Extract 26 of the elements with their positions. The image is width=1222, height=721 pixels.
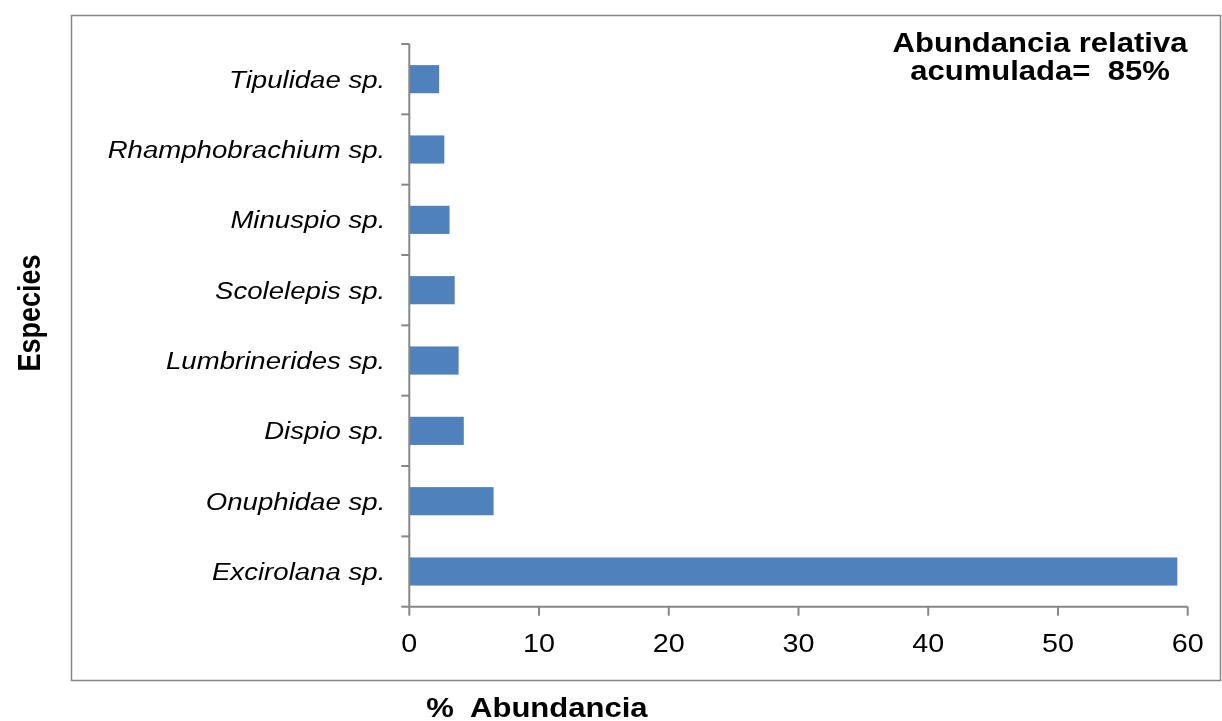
x-tick-label: 10 (523, 629, 556, 658)
annotation: Abundancia relativa acumulada= 85% (892, 27, 1189, 86)
bar (409, 205, 450, 234)
x-tick-label: 40 (912, 629, 945, 658)
y-tick-label: Excirolana sp. (211, 558, 386, 585)
bar (409, 346, 459, 375)
bar (409, 135, 445, 164)
bar (409, 487, 494, 516)
x-tick-label: 0 (401, 629, 418, 658)
bar (409, 65, 440, 94)
y-tick-label: Rhamphobrachium sp. (107, 136, 386, 163)
y-axis-title: Especies (12, 254, 47, 372)
y-tick-label: Minuspio sp. (230, 207, 386, 234)
bar (409, 557, 1178, 586)
y-tick-label: Lumbrinerides sp. (165, 347, 386, 374)
y-tick-label: Onuphidae sp. (205, 488, 386, 515)
y-tick-label: Scolelepis sp. (215, 277, 386, 304)
y-tick-label: Tipulidae sp. (229, 66, 386, 93)
x-tick-label: 50 (1041, 629, 1074, 658)
x-tick-label: 60 (1171, 629, 1204, 658)
y-tick-label: Dispio sp. (264, 418, 386, 445)
x-tick-label: 30 (782, 629, 815, 658)
x-tick-label: 20 (652, 629, 685, 658)
bar (409, 416, 464, 445)
bar (409, 276, 455, 305)
x-axis-title: % Abundancia (426, 692, 649, 721)
